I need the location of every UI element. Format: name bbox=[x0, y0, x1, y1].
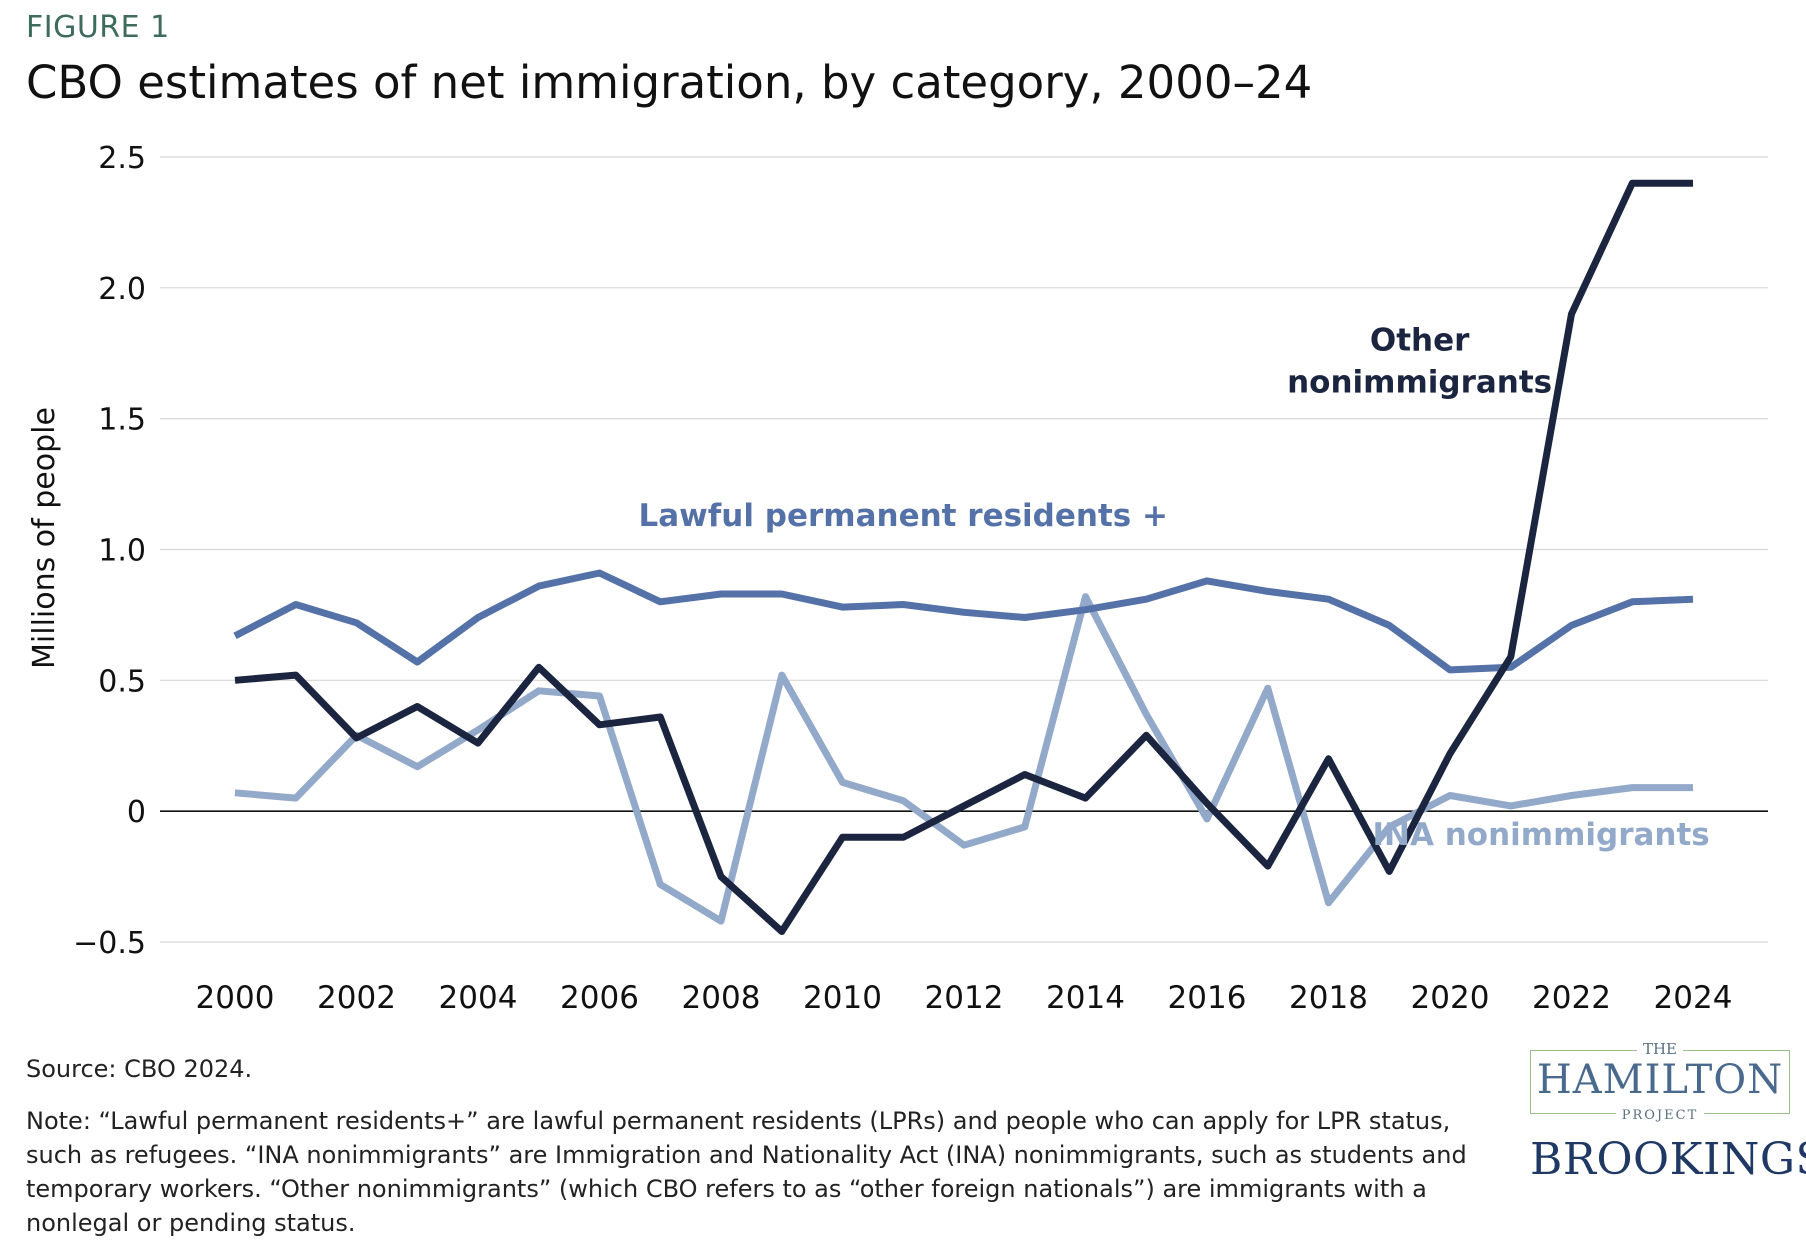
axis-tick-labels: −0.5 0 0.5 1.0 1.5 2.0 2.5 2000 2002 2004 2006 2008… bbox=[73, 141, 1732, 1016]
y-tick-label: 2.5 bbox=[98, 141, 146, 176]
hamilton-project-text: PROJECT bbox=[1616, 1108, 1705, 1123]
x-tick-label: 2006 bbox=[560, 980, 639, 1016]
x-tick-label: 2010 bbox=[803, 980, 882, 1016]
series-label: Other bbox=[1370, 323, 1470, 359]
series-label: INA nonimmigrants bbox=[1372, 817, 1709, 853]
line-chart: −0.5 0 0.5 1.0 1.5 2.0 2.5 2000 2002 2004 2006 2008… bbox=[0, 0, 1806, 1040]
y-tick-label: 2.0 bbox=[98, 272, 146, 307]
x-tick-label: 2008 bbox=[682, 980, 761, 1016]
x-tick-label: 2016 bbox=[1168, 980, 1247, 1016]
hamilton-the-text: THE bbox=[1637, 1040, 1683, 1058]
brookings-logo: BROOKINGS bbox=[1530, 1134, 1792, 1185]
x-tick-label: 2002 bbox=[317, 980, 396, 1016]
x-tick-label: 2024 bbox=[1654, 980, 1733, 1016]
x-tick-label: 2018 bbox=[1289, 980, 1368, 1016]
x-tick-label: 2020 bbox=[1411, 980, 1490, 1016]
source-note: Source: CBO 2024. bbox=[26, 1055, 252, 1083]
series-line-ina-nonimmigrants bbox=[235, 597, 1693, 922]
publisher-logos: THE HAMILTON PROJECT BROOKINGS bbox=[1516, 1040, 1792, 1200]
x-tick-label: 2022 bbox=[1532, 980, 1611, 1016]
footnote: Note: “Lawful permanent residents+” are … bbox=[26, 1104, 1486, 1240]
series-label: Lawful permanent residents + bbox=[639, 498, 1169, 534]
y-tick-label: 0.5 bbox=[98, 664, 146, 699]
x-tick-label: 2014 bbox=[1046, 980, 1125, 1016]
x-tick-label: 2012 bbox=[925, 980, 1004, 1016]
y-tick-label: 1.5 bbox=[98, 403, 146, 438]
y-tick-label: 0 bbox=[127, 795, 146, 830]
x-tick-label: 2004 bbox=[439, 980, 518, 1016]
hamilton-project-logo: THE HAMILTON PROJECT bbox=[1530, 1050, 1790, 1114]
y-axis-label: Millions of people bbox=[27, 407, 62, 669]
series-line-lawful-permanent-residents bbox=[235, 573, 1693, 670]
y-tick-label: 1.0 bbox=[98, 534, 146, 569]
series-label: nonimmigrants bbox=[1287, 365, 1552, 401]
hamilton-name-text: HAMILTON bbox=[1531, 1057, 1789, 1103]
x-tick-label: 2000 bbox=[196, 980, 275, 1016]
y-tick-label: −0.5 bbox=[73, 926, 146, 961]
